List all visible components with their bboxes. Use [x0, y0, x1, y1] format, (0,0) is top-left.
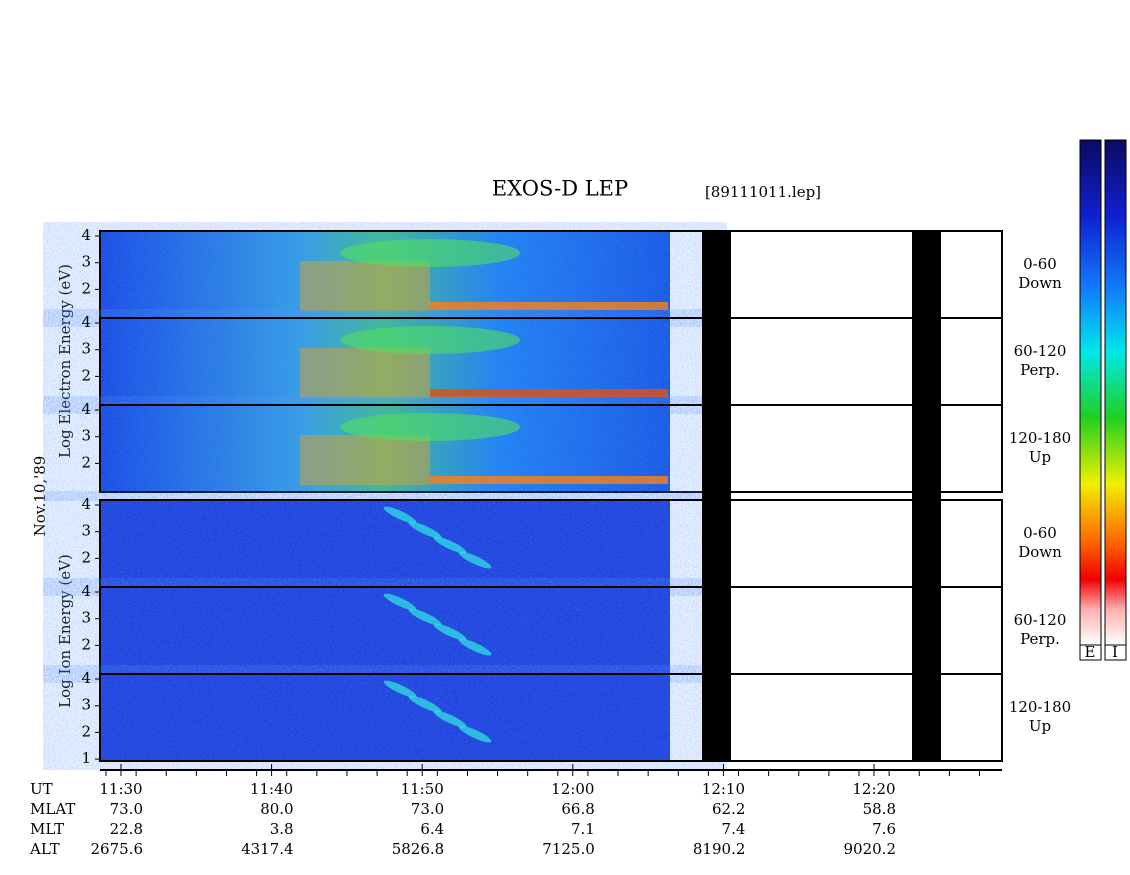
angle-label: 120-180 — [1009, 429, 1071, 447]
ephemeris-name: UT — [30, 780, 53, 798]
ion-feature — [383, 680, 417, 698]
y-tick-label: 3 — [81, 340, 91, 358]
x-tick-label: 11:30 — [99, 780, 142, 798]
date-label: Nov.10,'89 — [31, 456, 49, 537]
angle-label: 60-120 — [1014, 342, 1067, 360]
panel-frame — [99, 673, 1003, 762]
ion-feature — [408, 521, 442, 539]
ephemeris-value: 7.6 — [872, 820, 896, 838]
ephemeris-value: 58.8 — [863, 800, 896, 818]
ion-feature — [408, 608, 442, 626]
y-tick-label: 2 — [81, 635, 91, 653]
colorbar — [1104, 139, 1127, 646]
ion-feature — [383, 593, 417, 611]
ion-feature — [383, 506, 417, 524]
ephemeris-value: 80.0 — [260, 800, 293, 818]
spectrogram-noise — [100, 500, 670, 587]
data-gap — [702, 231, 731, 761]
angle-label: 120-180 — [1009, 698, 1071, 716]
y-axis-label: Log Electron Energy (eV) — [56, 264, 74, 458]
colorbar-box — [1079, 644, 1102, 661]
angle-label: 60-120 — [1014, 611, 1067, 629]
ephemeris-value: 6.4 — [420, 820, 444, 838]
file-name: [89111011.lep] — [705, 183, 821, 201]
y-tick-label: 2 — [81, 548, 91, 566]
direction-label: Perp. — [1020, 630, 1060, 648]
y-tick-label: 4 — [81, 495, 91, 513]
y-tick-label: 2 — [81, 279, 91, 297]
angle-label: 0-60 — [1023, 524, 1057, 542]
ion-feature — [433, 536, 467, 554]
y-tick-label: 4 — [81, 400, 91, 418]
ion-feature — [458, 638, 492, 656]
ion-feature — [433, 623, 467, 641]
title: EXOS-D LEP — [492, 177, 628, 201]
low-energy-band — [430, 389, 668, 397]
y-tick-label: 4 — [81, 669, 91, 687]
y-tick-label: 4 — [81, 582, 91, 600]
burst-region — [300, 261, 430, 311]
ephemeris-value: 66.8 — [561, 800, 594, 818]
colorbar-label: E — [1085, 643, 1096, 661]
colorbar — [1079, 139, 1102, 646]
ephemeris-value: 3.8 — [270, 820, 294, 838]
ephemeris-value: 7.1 — [571, 820, 595, 838]
y-axis-label: Log Ion Energy (eV) — [56, 554, 74, 708]
y-tick-label: 3 — [81, 427, 91, 445]
ephemeris-value: 9020.2 — [844, 840, 897, 858]
y-tick-label: 3 — [81, 696, 91, 714]
plasma-region — [340, 413, 520, 441]
low-energy-band — [430, 476, 668, 484]
ephemeris-name: MLT — [30, 820, 64, 838]
ephemeris-value: 7125.0 — [542, 840, 595, 858]
x-tick-label: 11:50 — [401, 780, 444, 798]
y-tick-label: 3 — [81, 522, 91, 540]
y-tick-label: 2 — [81, 366, 91, 384]
ephemeris-value: 2675.6 — [91, 840, 144, 858]
spectrogram-noise — [100, 587, 670, 674]
ephemeris-value: 5826.8 — [392, 840, 445, 858]
x-tick-label: 12:20 — [852, 780, 895, 798]
x-tick-label: 11:40 — [250, 780, 293, 798]
panel-frame — [99, 404, 1003, 493]
plasma-region — [340, 239, 520, 267]
ephemeris-value: 8190.2 — [693, 840, 746, 858]
y-tick-label: 3 — [81, 609, 91, 627]
y-tick-label: 4 — [81, 313, 91, 331]
y-tick-label: 3 — [81, 253, 91, 271]
ephemeris-value: 4317.4 — [241, 840, 294, 858]
colorbar-label: I — [1112, 643, 1118, 661]
burst-region — [300, 348, 430, 398]
y-tick-label: 2 — [81, 453, 91, 471]
data-gap — [912, 231, 941, 761]
y-tick-label: 4 — [81, 226, 91, 244]
low-energy-band — [430, 302, 668, 310]
direction-label: Down — [1018, 543, 1062, 561]
ephemeris-name: ALT — [29, 840, 60, 858]
ephemeris-value: 22.8 — [110, 820, 143, 838]
direction-label: Up — [1029, 717, 1051, 735]
angle-label: 0-60 — [1023, 255, 1057, 273]
burst-region — [300, 435, 430, 485]
ephemeris-value: 73.0 — [411, 800, 444, 818]
plasma-region — [340, 326, 520, 354]
ion-feature — [433, 710, 467, 728]
ion-feature — [408, 695, 442, 713]
colorbar-box — [1104, 644, 1127, 661]
ion-feature — [458, 551, 492, 569]
x-tick-label: 12:10 — [702, 780, 745, 798]
ephemeris-value: 73.0 — [110, 800, 143, 818]
ephemeris-value: 7.4 — [722, 820, 746, 838]
ion-feature — [458, 725, 492, 743]
y-tick-label: 1 — [81, 749, 91, 767]
direction-label: Down — [1018, 274, 1062, 292]
ephemeris-name: MLAT — [30, 800, 75, 818]
ephemeris-value: 62.2 — [712, 800, 745, 818]
spectrogram-noise — [100, 674, 670, 761]
x-tick-label: 12:00 — [551, 780, 594, 798]
direction-label: Perp. — [1020, 361, 1060, 379]
y-tick-label: 2 — [81, 722, 91, 740]
direction-label: Up — [1029, 448, 1051, 466]
